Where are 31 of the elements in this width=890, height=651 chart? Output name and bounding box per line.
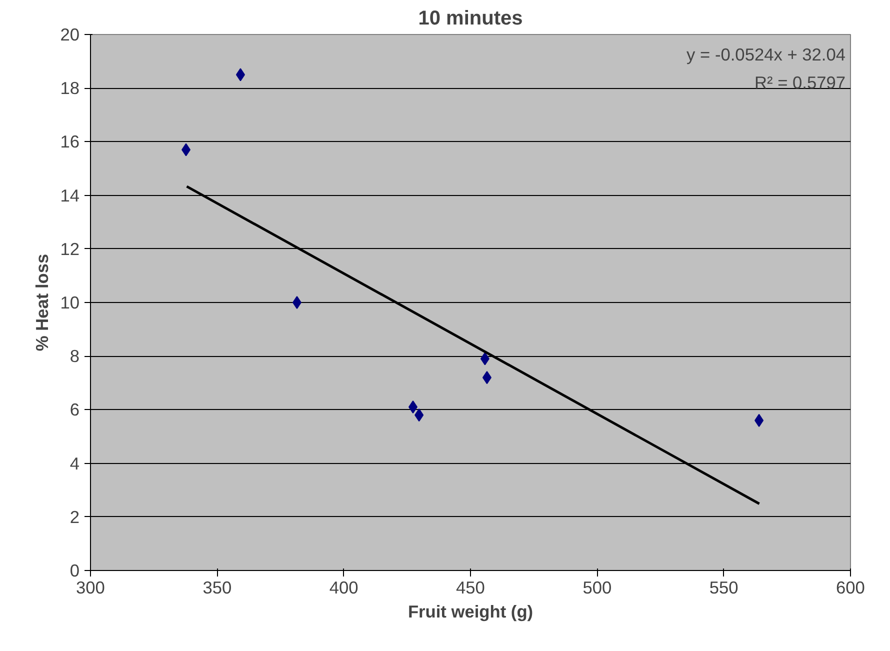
annotation: y = -0.0524x + 32.04 bbox=[686, 44, 846, 64]
y-tick-label: 8 bbox=[70, 346, 80, 366]
y-tick-label: 18 bbox=[60, 78, 80, 98]
y-tick-label: 0 bbox=[70, 560, 80, 580]
point bbox=[480, 352, 490, 366]
y-tick-label: 20 bbox=[60, 24, 80, 44]
y-tick-label: 10 bbox=[60, 292, 80, 312]
point bbox=[182, 143, 191, 156]
annotation: R² = 0.5797 bbox=[754, 72, 846, 92]
point bbox=[236, 68, 245, 82]
chart-title: 10 minutes bbox=[418, 8, 523, 30]
y-tick-label: 4 bbox=[70, 453, 80, 474]
y-tick-label: 14 bbox=[60, 185, 80, 206]
point bbox=[292, 296, 302, 309]
point bbox=[754, 414, 764, 427]
y-tick-label: 6 bbox=[70, 400, 80, 420]
x-tick-label: 500 bbox=[582, 578, 612, 598]
point bbox=[414, 408, 424, 422]
y-tick-label: 16 bbox=[60, 132, 80, 152]
x-axis-title: Fruit weight (g) bbox=[408, 602, 534, 622]
x-tick-label: 350 bbox=[202, 578, 232, 598]
x-tick-label: 550 bbox=[709, 578, 738, 598]
x-tick-label: 300 bbox=[76, 578, 105, 598]
point bbox=[408, 400, 418, 414]
x-tick-label: 400 bbox=[329, 578, 358, 598]
point bbox=[482, 371, 492, 384]
y-tick-label: 12 bbox=[60, 238, 80, 259]
x-tick-label: 600 bbox=[836, 578, 865, 598]
x-tick-label: 450 bbox=[456, 578, 485, 598]
y-axis-title: % Heat loss bbox=[32, 254, 52, 352]
y-tick-label: 2 bbox=[70, 506, 80, 527]
